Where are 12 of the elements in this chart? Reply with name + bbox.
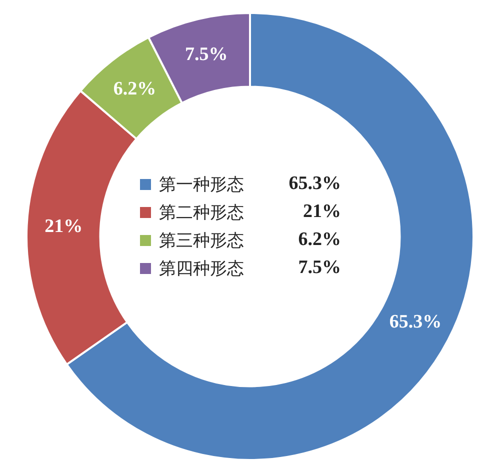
text: 21% [303, 201, 341, 222]
data-label: 21% [44, 216, 83, 238]
text: 7.5% [298, 257, 341, 278]
data-label: 7.5% [185, 44, 228, 65]
legend-label: 第三种形态 [159, 230, 245, 252]
text: 65.3% [288, 173, 341, 194]
text: 6.2% [298, 229, 341, 250]
legend-label: 第四种形态 [159, 258, 245, 280]
data-label: 6.2% [113, 78, 156, 100]
legend-label: 第二种形态 [159, 202, 245, 224]
data-label: 65.3% [389, 312, 442, 333]
legend-label: 第一种形态 [159, 174, 245, 196]
